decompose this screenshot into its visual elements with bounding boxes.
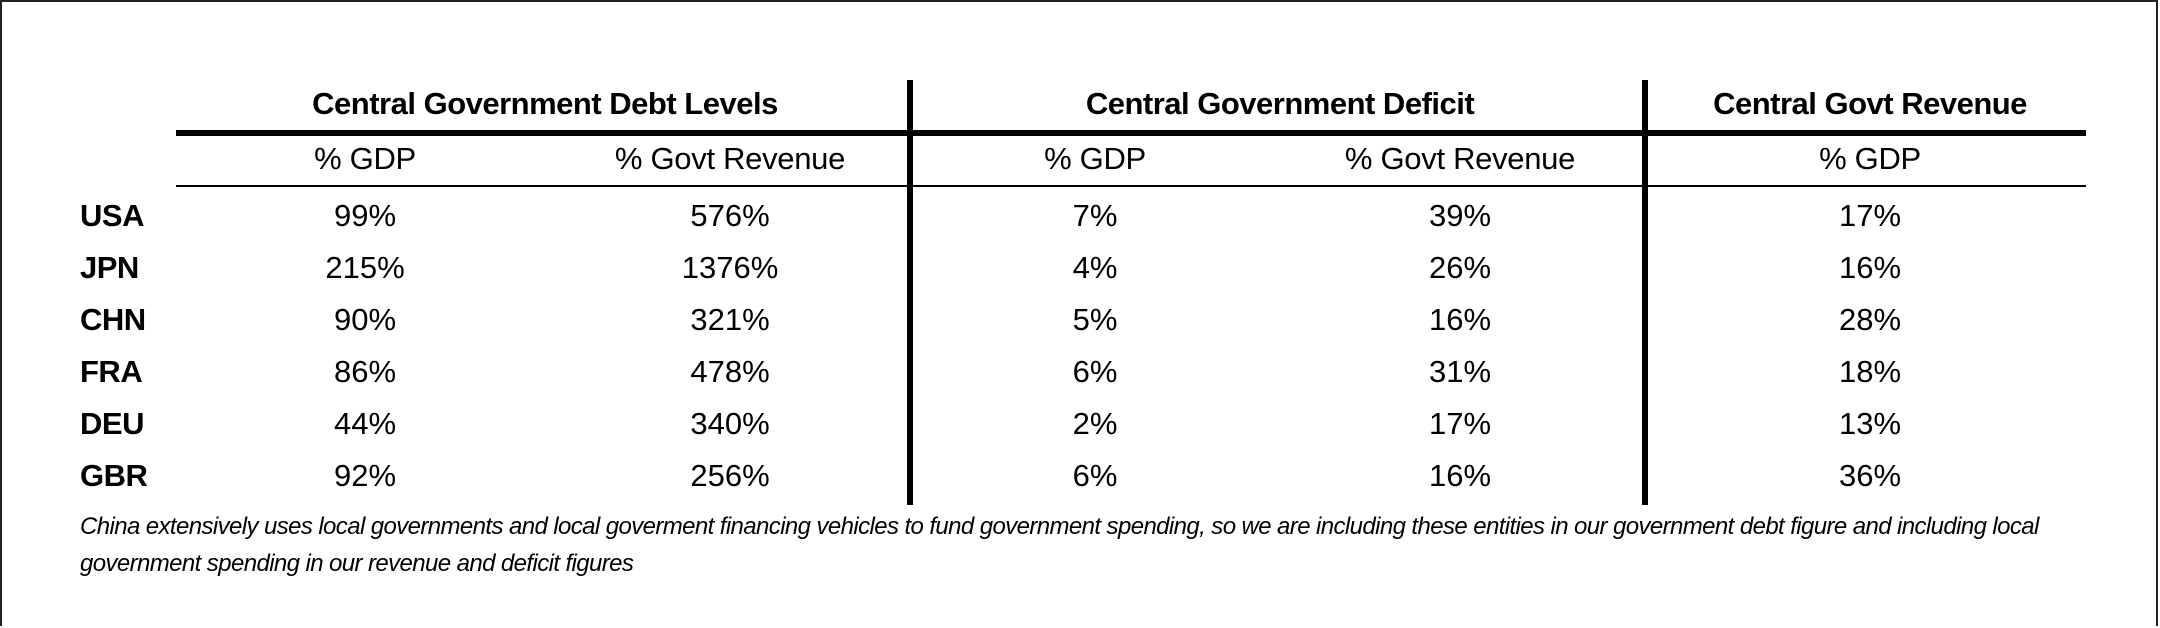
row-label-deu: DEU (80, 406, 144, 441)
subhead-debt-revenue: % Govt Revenue (614, 141, 846, 176)
cell-deu-deficit-revenue: 17% (1428, 406, 1492, 441)
cell-jpn-debt-gdp: 215% (325, 250, 405, 285)
cell-jpn-deficit-revenue: 26% (1428, 250, 1492, 285)
subhead-deficit-revenue: % Govt Revenue (1344, 141, 1576, 176)
row-label-gbr: GBR (80, 458, 148, 493)
cell-jpn-debt-revenue: 1376% (681, 250, 779, 285)
group-title-debt-levels: Central Government Debt Levels (312, 86, 778, 121)
row-label-jpn: JPN (80, 250, 139, 285)
cell-chn-debt-gdp: 90% (333, 302, 397, 337)
cell-fra-debt-gdp: 86% (333, 354, 397, 389)
row-label-chn: CHN (80, 302, 146, 337)
subhead-deficit-gdp: % GDP (1044, 141, 1146, 176)
group-title-deficit: Central Government Deficit (1085, 86, 1475, 121)
cell-deu-revenue-gdp: 13% (1838, 406, 1902, 441)
cell-jpn-revenue-gdp: 16% (1838, 250, 1902, 285)
cell-usa-debt-revenue: 576% (690, 198, 770, 233)
cell-chn-debt-revenue: 321% (690, 302, 770, 337)
cell-jpn-deficit-gdp: 4% (1072, 250, 1118, 285)
cell-gbr-deficit-gdp: 6% (1072, 458, 1118, 493)
cell-usa-deficit-gdp: 7% (1072, 198, 1118, 233)
row-label-usa: USA (80, 198, 144, 233)
cell-usa-debt-gdp: 99% (333, 198, 397, 233)
cell-fra-revenue-gdp: 18% (1838, 354, 1902, 389)
row-label-fra: FRA (80, 354, 143, 389)
column-divider-1 (907, 80, 913, 505)
cell-fra-debt-revenue: 478% (690, 354, 770, 389)
cell-chn-revenue-gdp: 28% (1838, 302, 1902, 337)
column-divider-2 (1642, 80, 1648, 505)
cell-chn-deficit-revenue: 16% (1428, 302, 1492, 337)
subhead-debt-gdp: % GDP (314, 141, 416, 176)
cell-fra-deficit-revenue: 31% (1428, 354, 1492, 389)
cell-gbr-deficit-revenue: 16% (1428, 458, 1492, 493)
cell-deu-debt-revenue: 340% (690, 406, 770, 441)
cell-gbr-revenue-gdp: 36% (1838, 458, 1902, 493)
header-thin-rule (176, 185, 2086, 187)
footnote: China extensively uses local governments… (80, 513, 2039, 577)
subhead-revenue-gdp: % GDP (1819, 141, 1921, 176)
cell-deu-debt-gdp: 44% (333, 406, 397, 441)
cell-usa-revenue-gdp: 17% (1838, 198, 1902, 233)
cell-usa-deficit-revenue: 39% (1428, 198, 1492, 233)
cell-deu-deficit-gdp: 2% (1072, 406, 1118, 441)
cell-chn-deficit-gdp: 5% (1072, 302, 1118, 337)
group-title-revenue: Central Govt Revenue (1713, 86, 2027, 121)
header-thick-rule (176, 130, 2086, 136)
cell-gbr-debt-revenue: 256% (690, 458, 770, 493)
cell-gbr-debt-gdp: 92% (333, 458, 397, 493)
cell-fra-deficit-gdp: 6% (1072, 354, 1118, 389)
